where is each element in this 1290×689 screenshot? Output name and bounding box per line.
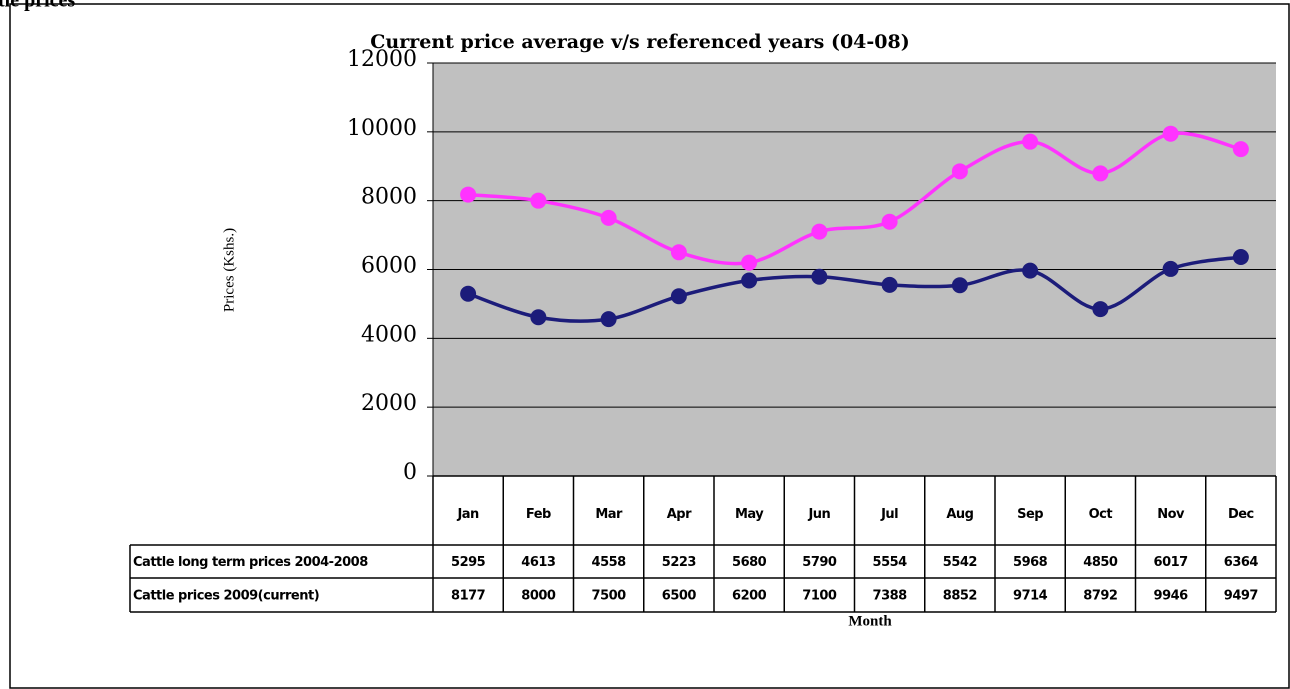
point [811,223,828,240]
table-value: 8852 [943,589,977,604]
point [460,186,477,203]
x-tick-label: Nov [1157,507,1185,522]
point [1092,165,1109,182]
point [670,244,687,261]
table-value: 8177 [451,589,486,604]
table-value: 6017 [1154,555,1189,570]
frame [9,3,1290,689]
y-tick-label: 0 [403,460,417,485]
x-tick-label: Jan [456,507,479,522]
point [881,276,898,293]
x-tick-label: Oct [1089,507,1113,522]
point [951,163,968,180]
table-value: 8792 [1083,589,1117,604]
x-tick-label: Jun [807,507,830,522]
table-value: 7388 [873,589,908,604]
point [1162,125,1179,142]
table-value: 5554 [873,555,908,570]
table-value: 7100 [802,589,837,604]
x-tick-label: Dec [1228,507,1254,522]
table-value: 5295 [451,555,486,570]
point [811,268,828,285]
y-tick-label: 8000 [361,185,417,210]
y-tick-label: 10000 [347,116,417,141]
heading: tle prices [0,0,75,12]
point [741,254,758,271]
point [1022,133,1039,150]
table-value: 7500 [592,589,627,604]
point [1162,260,1179,277]
point [670,288,687,305]
table-value: 9497 [1224,589,1259,604]
table-value: 5223 [662,555,697,570]
table-value: 6200 [732,589,767,604]
chart-title: Current price average v/s referenced yea… [370,31,909,53]
y-axis-label: Prices (Kshs.) [221,228,237,312]
table-value: 8000 [521,589,556,604]
y-tick-label: 4000 [361,322,417,347]
x-axis-label: Month [848,613,892,629]
point [1232,248,1249,265]
point [530,192,547,209]
table-value: 4850 [1083,555,1118,570]
x-tick-label: Apr [667,507,692,522]
x-tick-label: May [735,507,764,522]
legend-label: Cattle prices 2009(current) [133,589,319,604]
table-value: 9946 [1154,589,1189,604]
legend-label: Cattle long term prices 2004-2008 [133,555,368,570]
x-tick-label: Sep [1017,507,1043,522]
point [1092,301,1109,318]
y-tick-label: 6000 [361,254,417,279]
x-tick-label: Feb [526,507,551,522]
point [600,209,617,226]
point [530,309,547,326]
table-value: 5680 [732,555,767,570]
table-value: 6364 [1224,555,1259,570]
table-value: 5790 [802,555,837,570]
table-value: 4558 [592,555,627,570]
y-tick-label: 2000 [361,391,417,416]
point [600,311,617,328]
point [741,272,758,289]
table-value: 4613 [521,555,556,570]
table-value: 6500 [662,589,697,604]
table-value: 5968 [1013,555,1048,570]
point [460,285,477,302]
point [1232,141,1249,158]
point [951,277,968,294]
point [881,213,898,230]
point [1022,262,1039,279]
table-value: 5542 [943,555,977,570]
x-tick-label: Jul [880,507,898,522]
y-tick-label: 12000 [347,47,417,72]
x-tick-label: Mar [595,507,623,522]
table-value: 9714 [1013,589,1048,604]
x-tick-label: Aug [946,507,973,522]
